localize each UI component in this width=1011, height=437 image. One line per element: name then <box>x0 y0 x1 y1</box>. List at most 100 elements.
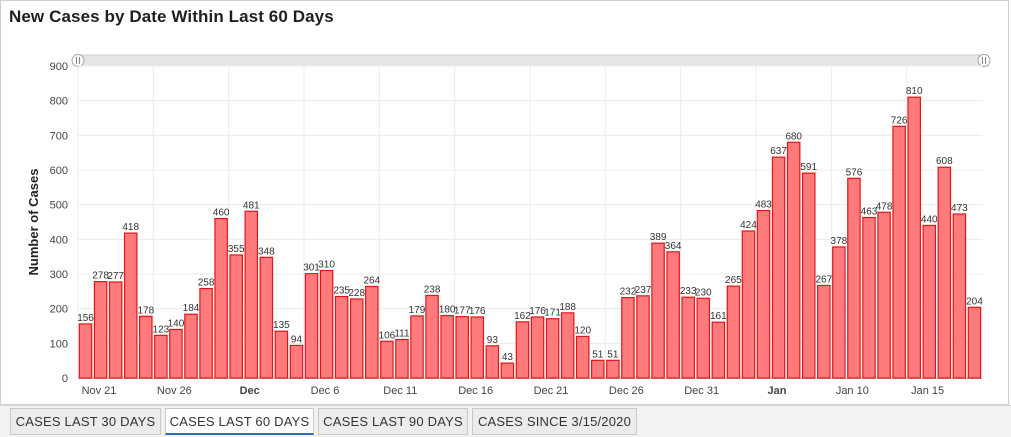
bar[interactable] <box>892 125 906 379</box>
bar[interactable] <box>108 281 123 379</box>
bar[interactable] <box>154 334 168 379</box>
bar[interactable] <box>169 328 183 379</box>
range-handle-left[interactable] <box>71 54 85 67</box>
x-tick-label: Dec 11 <box>383 385 417 397</box>
x-tick-label: Dec 6 <box>311 385 340 397</box>
bar[interactable] <box>199 287 213 379</box>
data-label: 177 <box>454 306 471 317</box>
data-label: 184 <box>183 303 200 314</box>
bar[interactable] <box>801 172 816 379</box>
bar[interactable] <box>651 242 665 379</box>
bar[interactable] <box>244 210 259 379</box>
bar[interactable] <box>545 318 560 379</box>
data-label: 364 <box>665 241 682 252</box>
tab-cases-last-90-days[interactable]: CASES LAST 90 DAYS <box>318 408 468 435</box>
range-handle-right[interactable] <box>977 54 991 67</box>
tab-label: CASES LAST 90 DAYS <box>323 414 463 429</box>
bar[interactable] <box>832 246 846 379</box>
bar[interactable] <box>214 217 228 379</box>
bar[interactable] <box>726 285 741 379</box>
bar[interactable] <box>93 281 108 379</box>
x-tick-label: Nov 21 <box>82 385 117 397</box>
y-tick-label: 300 <box>50 269 68 281</box>
bar[interactable] <box>937 166 952 379</box>
bar[interactable] <box>485 345 500 379</box>
bar[interactable] <box>139 315 153 379</box>
bar[interactable] <box>666 251 680 379</box>
bar[interactable] <box>289 344 304 379</box>
bar[interactable] <box>591 359 605 379</box>
x-tick-label: Dec <box>240 385 260 397</box>
bar[interactable] <box>877 211 891 379</box>
bar[interactable] <box>560 312 575 379</box>
bar[interactable] <box>967 306 982 379</box>
y-tick-label: 500 <box>50 200 68 212</box>
data-label: 726 <box>891 115 908 126</box>
bar[interactable] <box>952 213 967 379</box>
y-tick-label: 200 <box>50 304 68 316</box>
tab-cases-last-60-days[interactable]: CASES LAST 60 DAYS <box>165 408 314 435</box>
bar[interactable] <box>319 269 334 379</box>
data-label: 111 <box>394 329 410 340</box>
bar[interactable] <box>515 321 530 379</box>
bar[interactable] <box>229 254 243 379</box>
data-label: 389 <box>650 232 667 243</box>
bar[interactable] <box>711 321 726 379</box>
data-label: 94 <box>291 334 303 345</box>
data-label: 93 <box>487 335 499 346</box>
range-selector-track[interactable] <box>77 54 989 67</box>
bar[interactable] <box>470 316 485 379</box>
bar[interactable] <box>606 359 620 379</box>
tab-cases-last-30-days[interactable]: CASES LAST 30 DAYS <box>10 408 161 435</box>
bar[interactable] <box>771 156 786 379</box>
tab-cases-since-3-15-2020[interactable]: CASES SINCE 3/15/2020 <box>472 408 637 435</box>
bar[interactable] <box>455 316 469 379</box>
bar[interactable] <box>395 338 409 379</box>
bar[interactable] <box>922 224 937 379</box>
bar[interactable] <box>862 216 876 379</box>
y-tick-label: 100 <box>50 338 68 350</box>
data-label: 478 <box>876 201 893 212</box>
bar[interactable] <box>847 177 861 379</box>
data-label: 140 <box>168 318 185 329</box>
data-label: 348 <box>258 246 275 257</box>
bar[interactable] <box>741 230 756 379</box>
bar[interactable] <box>696 297 711 379</box>
bar[interactable] <box>621 296 635 379</box>
bar[interactable] <box>380 340 394 379</box>
bar[interactable] <box>304 273 319 379</box>
bar[interactable] <box>575 335 590 379</box>
bar[interactable] <box>334 295 349 379</box>
bar[interactable] <box>78 323 93 379</box>
data-label: 463 <box>861 206 878 217</box>
data-label: 188 <box>559 302 576 313</box>
data-label: 233 <box>680 286 697 297</box>
x-tick-label: Nov 26 <box>157 385 192 397</box>
tab-label: CASES LAST 60 DAYS <box>169 413 310 429</box>
bar[interactable] <box>756 209 771 379</box>
bar[interactable] <box>259 256 274 379</box>
bar[interactable] <box>425 294 439 379</box>
bar[interactable] <box>365 285 379 379</box>
bar[interactable] <box>817 284 831 379</box>
data-label: 637 <box>770 146 787 157</box>
bar[interactable] <box>530 316 545 379</box>
data-label: 355 <box>228 244 245 255</box>
bar[interactable] <box>410 315 424 379</box>
data-label: 440 <box>921 214 938 225</box>
bar[interactable] <box>184 313 198 379</box>
bar[interactable] <box>123 232 138 379</box>
bar[interactable] <box>274 330 289 379</box>
bar[interactable] <box>500 362 515 379</box>
data-label: 176 <box>469 306 486 317</box>
bar[interactable] <box>349 298 364 379</box>
bar[interactable] <box>907 96 921 379</box>
data-label: 591 <box>800 162 817 173</box>
bar[interactable] <box>440 315 454 379</box>
bar[interactable] <box>636 295 650 379</box>
bar[interactable] <box>786 141 801 379</box>
bar[interactable] <box>681 296 695 379</box>
data-label: 176 <box>529 306 546 317</box>
data-label: 180 <box>439 305 456 316</box>
data-label: 51 <box>607 349 619 360</box>
